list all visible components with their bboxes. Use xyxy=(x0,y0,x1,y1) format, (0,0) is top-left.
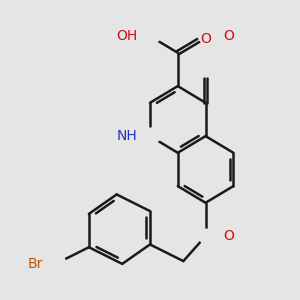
Ellipse shape xyxy=(138,128,162,144)
Text: O: O xyxy=(200,32,211,46)
Ellipse shape xyxy=(198,62,213,77)
Text: O: O xyxy=(223,29,234,43)
Text: NH: NH xyxy=(117,129,137,143)
Text: Br: Br xyxy=(28,257,43,271)
Text: OH: OH xyxy=(116,29,137,43)
Ellipse shape xyxy=(198,229,213,244)
Ellipse shape xyxy=(198,28,213,44)
Ellipse shape xyxy=(138,28,162,44)
Ellipse shape xyxy=(44,256,68,272)
Text: O: O xyxy=(223,229,234,243)
